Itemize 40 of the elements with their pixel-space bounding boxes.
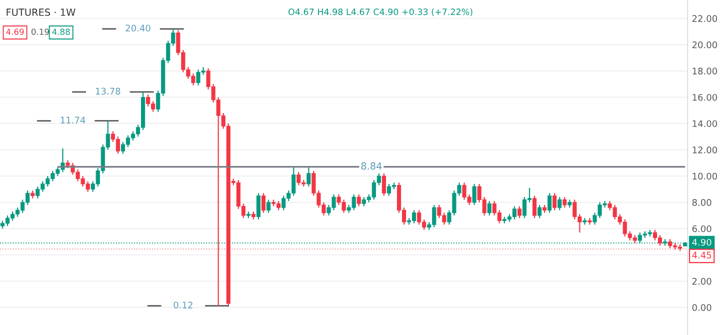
candlestick (261, 192, 266, 214)
annotation: 13.78 (96, 88, 120, 95)
candlestick (562, 196, 567, 208)
candlestick (582, 218, 587, 226)
y-tick-label: 6.00 (692, 225, 712, 232)
candlestick (306, 166, 311, 188)
candlestick (552, 192, 557, 211)
y-tick-label: 12.00 (692, 146, 718, 154)
annotation: 11.74 (60, 116, 86, 124)
candlestick (472, 183, 476, 206)
candlestick (548, 192, 552, 214)
candlestick (356, 194, 361, 207)
text: O4.67 H4.98 L4.67 C4.90 +0.33 (+7.22%) (288, 8, 472, 16)
candlestick (538, 204, 542, 219)
y-tick-label: 20.00 (692, 41, 718, 48)
y-tick-label: 0.00 (692, 304, 712, 311)
text: FUTURES · 1W (6, 8, 76, 16)
candlestick (256, 192, 261, 220)
ref-line-label: 4.90 (692, 238, 712, 246)
annotation: 4.88 (52, 28, 70, 35)
y-tick-label: 14.00 (692, 120, 718, 128)
y-tick-label: 16.00 (692, 94, 718, 101)
annotation: 20.40 (126, 24, 150, 32)
candlestick (558, 196, 562, 211)
annotation: 0.12 (174, 302, 192, 308)
candlestick (266, 199, 271, 214)
y-tick-label: 2.00 (692, 278, 712, 285)
candlestick (517, 206, 522, 219)
y-tick-label: 18.00 (692, 68, 718, 74)
y-tick-label: 22.00 (692, 15, 718, 22)
annotation: 8.84 (361, 162, 382, 170)
candlestick (532, 195, 537, 219)
candlestick (588, 218, 592, 226)
candlestick (382, 172, 386, 196)
annotation: 0.19 (32, 28, 49, 35)
ref-line-label: 4.45 (692, 252, 712, 259)
candlestick (487, 200, 492, 216)
y-tick-label: 8.00 (692, 199, 712, 206)
y-tick-label: 10.00 (692, 172, 718, 180)
annotation: 4.69 (6, 28, 24, 35)
